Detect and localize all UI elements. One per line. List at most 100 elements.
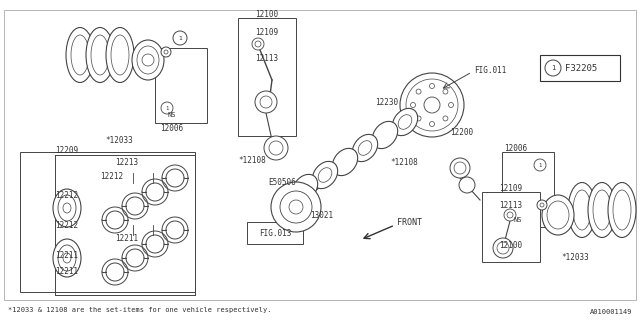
Ellipse shape <box>58 245 76 271</box>
Text: 12211: 12211 <box>55 251 78 260</box>
Circle shape <box>429 84 435 89</box>
Circle shape <box>450 158 470 178</box>
Circle shape <box>264 136 288 160</box>
Ellipse shape <box>593 190 611 230</box>
Circle shape <box>540 203 544 207</box>
Circle shape <box>255 91 277 113</box>
Circle shape <box>443 116 448 121</box>
Circle shape <box>269 141 283 155</box>
Text: FRONT: FRONT <box>397 218 422 227</box>
Text: E50506: E50506 <box>268 178 296 187</box>
Ellipse shape <box>86 28 114 83</box>
Text: 12109: 12109 <box>499 183 523 193</box>
Circle shape <box>280 191 312 223</box>
Ellipse shape <box>53 189 81 227</box>
Circle shape <box>534 159 546 171</box>
Circle shape <box>507 212 513 218</box>
Ellipse shape <box>332 148 358 176</box>
Ellipse shape <box>132 40 164 80</box>
Circle shape <box>252 38 264 50</box>
Circle shape <box>161 102 173 114</box>
Text: 12230: 12230 <box>375 98 398 107</box>
Text: 1: 1 <box>551 65 555 71</box>
Circle shape <box>255 41 261 47</box>
Text: FIG.013: FIG.013 <box>259 228 291 237</box>
Ellipse shape <box>542 195 574 235</box>
Circle shape <box>449 102 454 108</box>
Bar <box>155 48 207 123</box>
Circle shape <box>504 209 516 221</box>
Ellipse shape <box>372 121 397 148</box>
Circle shape <box>406 79 458 131</box>
Ellipse shape <box>71 35 89 75</box>
Bar <box>20 152 195 292</box>
Text: 12213: 12213 <box>115 157 138 166</box>
Circle shape <box>429 122 435 126</box>
Ellipse shape <box>53 239 81 277</box>
Ellipse shape <box>392 108 418 136</box>
Text: 12109: 12109 <box>255 28 278 36</box>
Circle shape <box>416 89 421 94</box>
Circle shape <box>545 60 561 76</box>
Text: 12209: 12209 <box>55 146 78 155</box>
Ellipse shape <box>613 190 631 230</box>
Text: A010001149: A010001149 <box>589 309 632 315</box>
Text: 12006: 12006 <box>504 143 527 153</box>
Ellipse shape <box>353 134 378 162</box>
Circle shape <box>289 200 303 214</box>
Text: 12211: 12211 <box>115 234 138 243</box>
Ellipse shape <box>318 168 332 182</box>
Ellipse shape <box>91 35 109 75</box>
Text: *12033: *12033 <box>561 253 589 262</box>
Circle shape <box>410 102 415 108</box>
Ellipse shape <box>63 203 71 213</box>
Text: *12033 & 12108 are the set-items for one vehicle respectively.: *12033 & 12108 are the set-items for one… <box>8 307 271 313</box>
Ellipse shape <box>608 182 636 237</box>
Text: F32205: F32205 <box>565 63 597 73</box>
Circle shape <box>142 54 154 66</box>
Ellipse shape <box>358 141 372 155</box>
Text: 12212: 12212 <box>100 172 123 180</box>
Ellipse shape <box>111 35 129 75</box>
Text: 12211: 12211 <box>55 268 78 276</box>
Text: 1: 1 <box>165 106 168 110</box>
Text: 1: 1 <box>538 163 541 167</box>
Circle shape <box>271 182 321 232</box>
Circle shape <box>173 31 187 45</box>
Circle shape <box>459 177 475 193</box>
Text: 1: 1 <box>178 36 182 41</box>
Circle shape <box>443 89 448 94</box>
Circle shape <box>493 238 513 258</box>
Bar <box>238 18 296 136</box>
Text: 12100: 12100 <box>255 10 278 19</box>
Ellipse shape <box>106 28 134 83</box>
Ellipse shape <box>292 174 317 202</box>
Text: 12113: 12113 <box>499 201 523 210</box>
Text: FIG.011: FIG.011 <box>474 66 506 75</box>
Text: NS: NS <box>514 217 522 223</box>
Circle shape <box>161 47 171 57</box>
Bar <box>247 222 303 244</box>
Ellipse shape <box>63 253 71 263</box>
Ellipse shape <box>58 195 76 221</box>
Circle shape <box>537 200 547 210</box>
Circle shape <box>416 116 421 121</box>
Bar <box>540 55 620 81</box>
Text: 12212: 12212 <box>55 190 78 199</box>
Text: 13021: 13021 <box>310 211 333 220</box>
Circle shape <box>424 97 440 113</box>
Text: 12200: 12200 <box>450 127 473 137</box>
Circle shape <box>164 50 168 54</box>
Ellipse shape <box>588 182 616 237</box>
Text: 12100: 12100 <box>499 241 523 250</box>
Text: *12108: *12108 <box>390 157 418 166</box>
Circle shape <box>454 162 466 174</box>
Text: 12212: 12212 <box>55 220 78 229</box>
Bar <box>502 152 554 227</box>
Ellipse shape <box>137 46 159 74</box>
Text: 12113: 12113 <box>255 53 278 62</box>
Ellipse shape <box>66 28 94 83</box>
Circle shape <box>260 96 272 108</box>
Text: *12108: *12108 <box>238 156 266 164</box>
Ellipse shape <box>568 182 596 237</box>
